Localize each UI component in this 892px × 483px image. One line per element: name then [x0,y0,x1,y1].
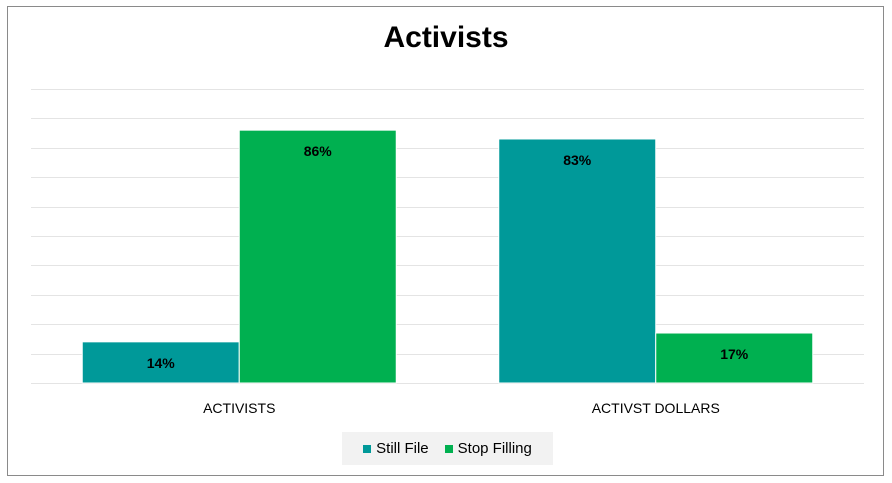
bar-still-file-2 [498,138,657,384]
legend-item: Still File [363,440,429,457]
legend: Still File Stop Filling [342,432,553,465]
data-label: 86% [304,143,333,159]
data-labels: 14% 86% 83% 17% [147,143,749,371]
bar-stop-filling-1 [238,129,397,384]
legend-swatch [363,444,372,453]
legend-label: Stop Filling [457,440,532,457]
chart-title: Activists [383,21,509,54]
chart-frame [7,6,884,476]
category-label: ACTIVST DOLLARS [592,400,720,416]
category-labels: ACTIVISTS ACTIVST DOLLARS [203,400,720,416]
bar-stop-filling-2 [655,332,814,384]
data-label: 14% [147,355,176,371]
legend-label: Still File [376,440,429,457]
legend-swatch [444,444,453,453]
legend-item: Stop Filling [444,440,532,457]
data-label: 83% [563,152,592,168]
data-label: 17% [720,346,749,362]
category-label: ACTIVISTS [203,400,275,416]
bars [81,129,814,384]
